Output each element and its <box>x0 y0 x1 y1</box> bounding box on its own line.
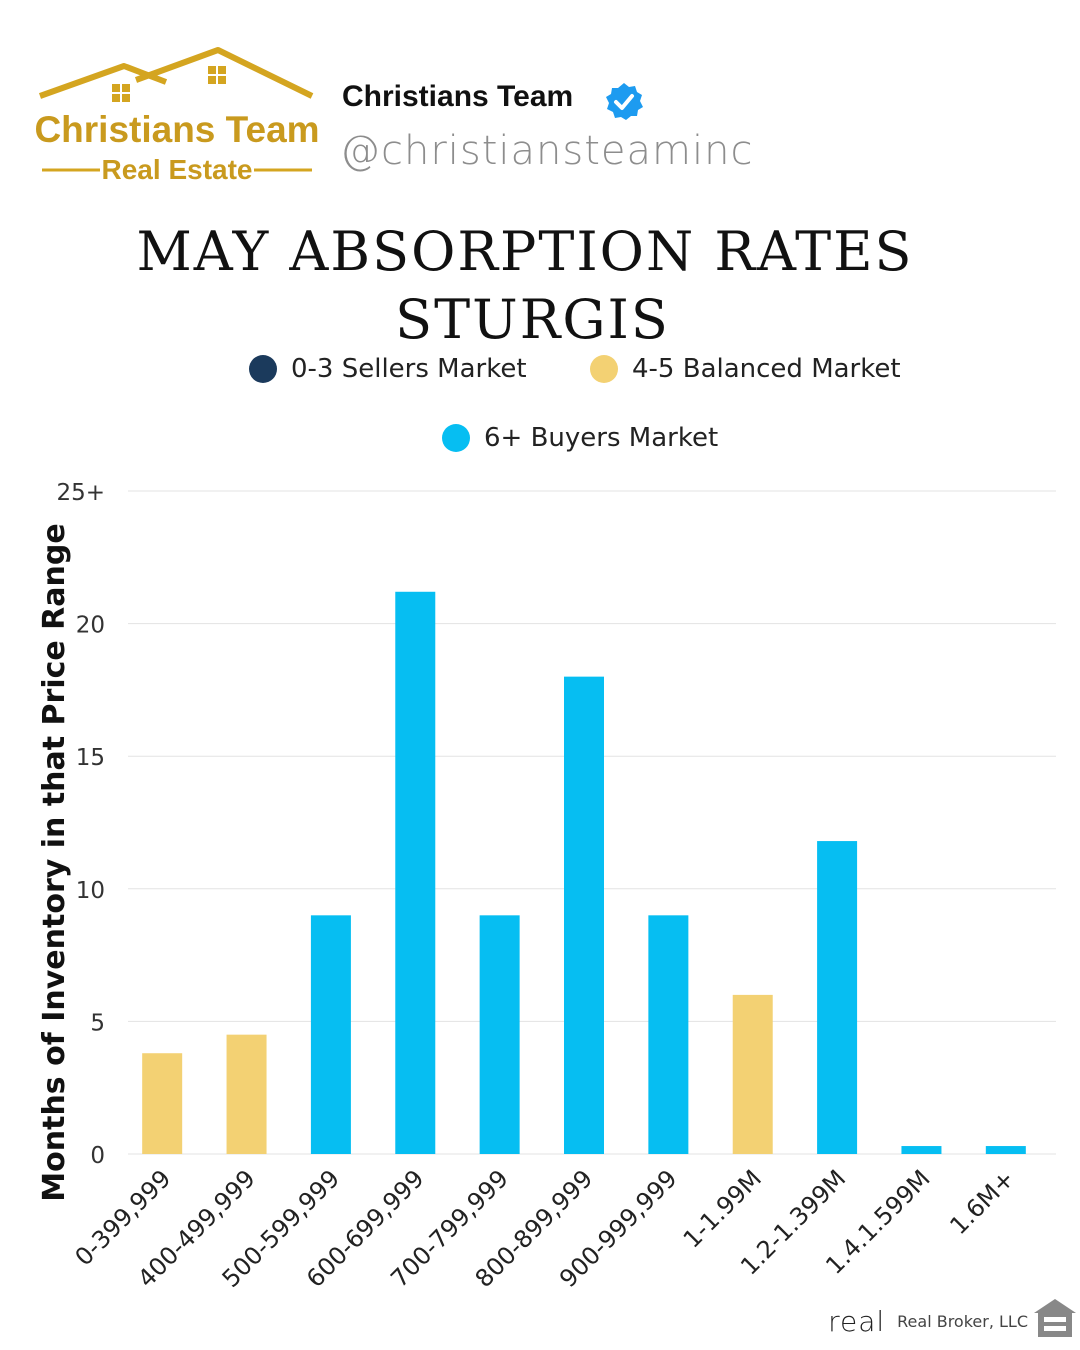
bar <box>732 994 773 1154</box>
y-axis-label: Months of Inventory in that Price Range <box>37 523 72 1201</box>
logo-line1: Christians Team <box>36 109 318 150</box>
bar <box>142 1053 183 1154</box>
account-name: Christians Team <box>342 80 574 113</box>
legend-label-buyers: 6+ Buyers Market <box>484 423 719 453</box>
y-tick-label: 15 <box>76 745 105 771</box>
y-tick-label: 20 <box>76 613 105 639</box>
legend-item-balanced: 4-5 Balanced Market <box>590 354 901 384</box>
y-tick-label: 0 <box>90 1143 105 1169</box>
legend-item-buyers: 6+ Buyers Market <box>442 423 718 453</box>
legend-dot-balanced <box>590 355 618 383</box>
bar <box>817 841 858 1154</box>
logo-line2: Real Estate <box>102 154 253 185</box>
legend-label-sellers: 0-3 Sellers Market <box>291 354 527 384</box>
legend-label-balanced: 4-5 Balanced Market <box>632 354 901 384</box>
bar <box>564 676 604 1154</box>
bar <box>479 915 520 1154</box>
broker-name: Real Broker, LLC <box>897 1312 1028 1331</box>
bar <box>648 915 689 1154</box>
y-tick-label: 25+ <box>56 480 105 506</box>
y-tick-label: 5 <box>90 1010 105 1036</box>
legend-dot-sellers <box>249 355 277 383</box>
bar <box>226 1034 267 1154</box>
legend-item-sellers: 0-3 Sellers Market <box>249 354 527 384</box>
bar <box>395 591 436 1154</box>
legend-dot-buyers <box>442 424 470 452</box>
page-title: MAY ABSORPTION RATES <box>136 220 914 283</box>
bar <box>310 915 351 1154</box>
footer-brand: real Real Broker, LLC <box>828 1305 1028 1338</box>
bar <box>985 1146 1026 1154</box>
equal-housing-icon <box>1034 1299 1076 1337</box>
x-tick-label: 1.6M+ <box>944 1164 1020 1240</box>
account-handle: @christiansteaminc <box>340 128 754 174</box>
verified-badge-icon <box>606 83 643 120</box>
page-subtitle: STURGIS <box>395 288 670 351</box>
real-logo: real <box>828 1305 886 1338</box>
bar <box>901 1146 942 1154</box>
y-tick-label: 10 <box>76 878 105 904</box>
x-tick-label: 1-1.99M <box>678 1164 767 1253</box>
absorption-bar-chart: 0 5 10 15 20 25+ Months of Inventory in that P… <box>37 480 1056 1293</box>
brand-logo: Christians Team Real Estate <box>36 47 318 185</box>
